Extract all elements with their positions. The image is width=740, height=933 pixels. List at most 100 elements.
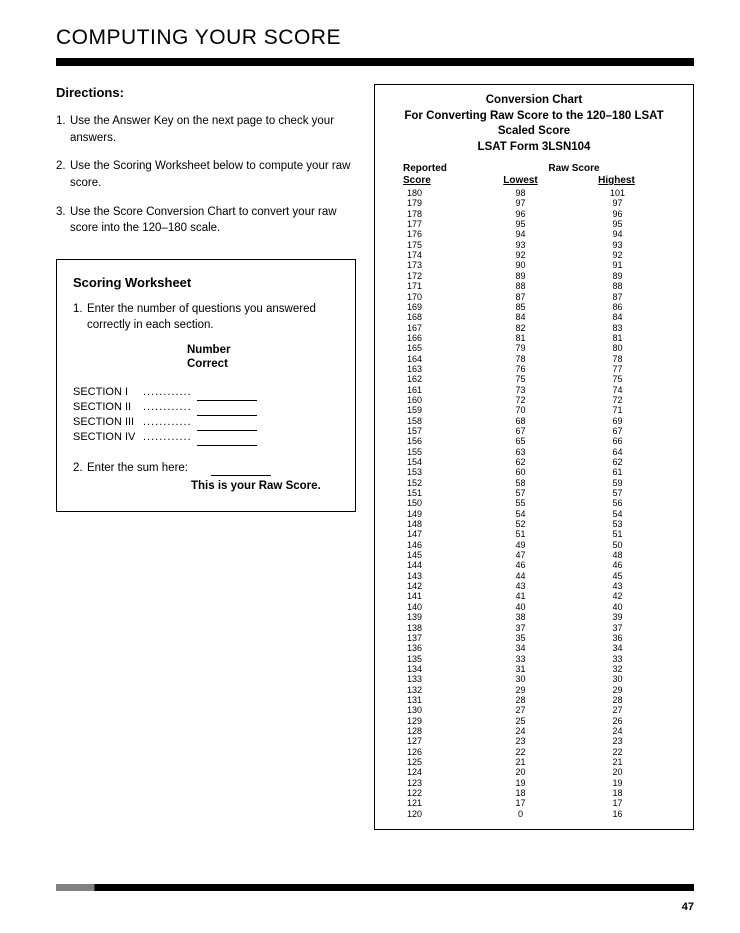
table-row: 1799797 <box>393 198 675 208</box>
cell-reported: 171 <box>393 281 473 291</box>
cell-reported: 155 <box>393 447 473 457</box>
cell-reported: 135 <box>393 654 473 664</box>
cell-lowest: 57 <box>473 488 568 498</box>
cell-reported: 156 <box>393 436 473 446</box>
table-row: 1617374 <box>393 385 675 395</box>
table-row: 1678283 <box>393 323 675 333</box>
section-row: SECTION I.............. <box>73 386 339 401</box>
worksheet-title: Scoring Worksheet <box>73 274 339 293</box>
cell-reported: 123 <box>393 778 473 788</box>
section-blank[interactable] <box>197 420 257 431</box>
cell-reported: 174 <box>393 250 473 260</box>
table-row: 1262222 <box>393 747 675 757</box>
section-blank[interactable] <box>197 435 257 446</box>
cell-reported: 120 <box>393 809 473 819</box>
table-row: 18098101 <box>393 188 675 198</box>
cell-highest: 84 <box>568 312 675 322</box>
raw-score-note: This is your Raw Score. <box>73 478 339 495</box>
right-column: Conversion Chart For Converting Raw Scor… <box>374 84 694 830</box>
table-row: 1556364 <box>393 447 675 457</box>
cell-highest: 94 <box>568 229 675 239</box>
cell-lowest: 82 <box>473 323 568 333</box>
cell-lowest: 51 <box>473 529 568 539</box>
table-row: 1211717 <box>393 798 675 808</box>
cell-reported: 136 <box>393 643 473 653</box>
table-row: 1363434 <box>393 643 675 653</box>
section-blank[interactable] <box>197 405 257 416</box>
table-row: 1536061 <box>393 467 675 477</box>
cell-lowest: 90 <box>473 260 568 270</box>
section-blank[interactable] <box>197 390 257 401</box>
table-superheader: Reported Raw Score <box>393 163 675 174</box>
direction-item: 2. Use the Scoring Worksheet below to co… <box>56 158 356 191</box>
sum-row: 2. Enter the sum here: <box>73 460 339 477</box>
cell-reported: 126 <box>393 747 473 757</box>
cell-reported: 158 <box>393 416 473 426</box>
section-dots: .............. <box>143 415 191 431</box>
cell-lowest: 60 <box>473 467 568 477</box>
cell-reported: 172 <box>393 271 473 281</box>
cell-reported: 129 <box>393 716 473 726</box>
table-row: 1708787 <box>393 292 675 302</box>
cell-highest: 24 <box>568 726 675 736</box>
page-number: 47 <box>682 901 694 913</box>
table-row: 1404040 <box>393 602 675 612</box>
cell-lowest: 54 <box>473 509 568 519</box>
cell-reported: 178 <box>393 209 473 219</box>
table-row: 1749292 <box>393 250 675 260</box>
sum-blank[interactable] <box>211 465 271 476</box>
table-row: 1637677 <box>393 364 675 374</box>
cell-highest: 42 <box>568 591 675 601</box>
cell-lowest: 43 <box>473 581 568 591</box>
cell-reported: 154 <box>393 457 473 467</box>
cell-highest: 36 <box>568 633 675 643</box>
table-row: 1312828 <box>393 695 675 705</box>
cell-highest: 64 <box>568 447 675 457</box>
cell-highest: 45 <box>568 571 675 581</box>
section-rows: SECTION I..............SECTION II.......… <box>73 386 339 446</box>
cell-lowest: 25 <box>473 716 568 726</box>
cell-reported: 144 <box>393 560 473 570</box>
cell-highest: 97 <box>568 198 675 208</box>
left-column: Directions: 1. Use the Answer Key on the… <box>56 84 356 512</box>
table-row: 1353333 <box>393 654 675 664</box>
cell-lowest: 49 <box>473 540 568 550</box>
cell-lowest: 0 <box>473 809 568 819</box>
cell-highest: 72 <box>568 395 675 405</box>
table-row: 1292526 <box>393 716 675 726</box>
section-dots: .............. <box>143 430 191 446</box>
table-row: 1221818 <box>393 788 675 798</box>
cell-reported: 159 <box>393 405 473 415</box>
cell-lowest: 95 <box>473 219 568 229</box>
direction-text: Use the Answer Key on the next page to c… <box>70 113 356 146</box>
table-row: 1759393 <box>393 240 675 250</box>
cell-highest: 51 <box>568 529 675 539</box>
table-body: 1809810117997971789696177959517694941759… <box>393 188 675 819</box>
table-row: 1668181 <box>393 333 675 343</box>
worksheet-item: 1. Enter the number of questions you ans… <box>73 301 339 334</box>
cell-lowest: 76 <box>473 364 568 374</box>
cell-reported: 143 <box>393 571 473 581</box>
table-row: 1505556 <box>393 498 675 508</box>
table-row: 1434445 <box>393 571 675 581</box>
table-header-row: Score Lowest Highest <box>393 175 675 186</box>
cell-highest: 22 <box>568 747 675 757</box>
cell-lowest: 65 <box>473 436 568 446</box>
cell-highest: 43 <box>568 581 675 591</box>
cell-reported: 124 <box>393 767 473 777</box>
conversion-chart-box: Conversion Chart For Converting Raw Scor… <box>374 84 694 830</box>
directions-heading: Directions: <box>56 84 356 103</box>
table-row: 1718888 <box>393 281 675 291</box>
cell-highest: 75 <box>568 374 675 384</box>
cell-lowest: 85 <box>473 302 568 312</box>
cell-reported: 145 <box>393 550 473 560</box>
table-row: 1424343 <box>393 581 675 591</box>
cell-reported: 131 <box>393 695 473 705</box>
cell-highest: 66 <box>568 436 675 446</box>
cell-reported: 140 <box>393 602 473 612</box>
cell-highest: 33 <box>568 654 675 664</box>
cell-highest: 83 <box>568 323 675 333</box>
table-row: 1698586 <box>393 302 675 312</box>
cell-highest: 78 <box>568 354 675 364</box>
cell-lowest: 46 <box>473 560 568 570</box>
